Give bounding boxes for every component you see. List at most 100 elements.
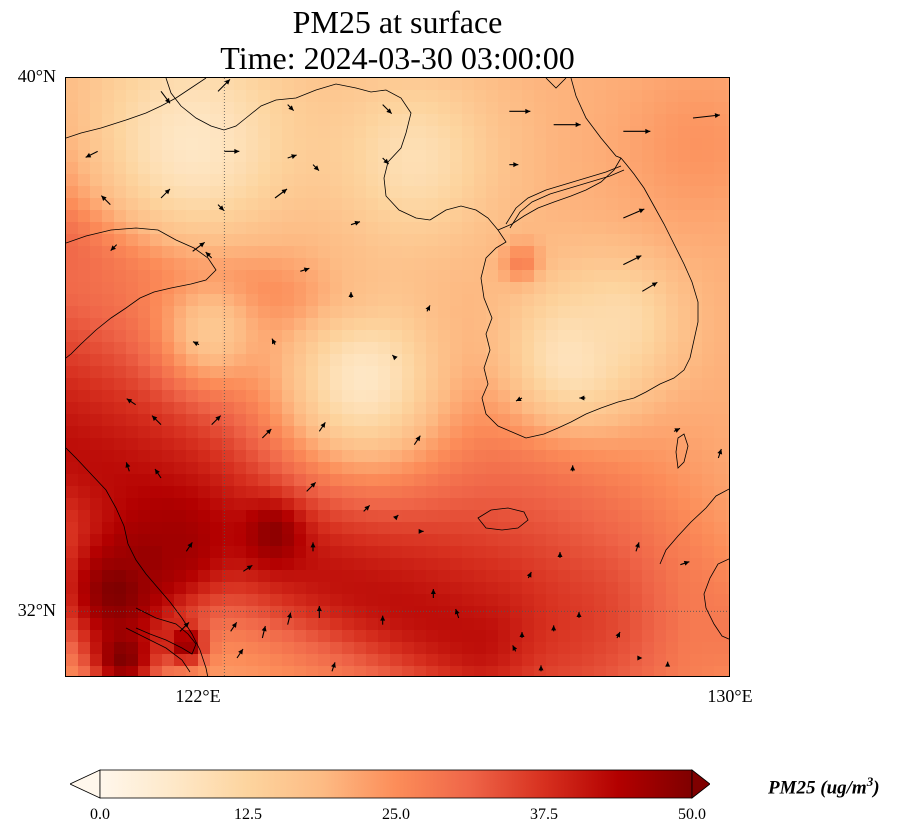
pm25-cell	[330, 486, 343, 499]
pm25-cell	[330, 450, 343, 463]
pm25-cell	[414, 318, 427, 331]
pm25-cell	[486, 330, 499, 343]
pm25-cell	[462, 570, 475, 583]
pm25-cell	[714, 282, 727, 295]
pm25-cell	[66, 102, 79, 115]
pm25-cell	[522, 402, 535, 415]
colorbar-label-close: )	[873, 777, 880, 799]
pm25-cell	[726, 366, 729, 379]
pm25-cell	[114, 534, 127, 547]
pm25-cell	[234, 558, 247, 571]
pm25-cell	[558, 414, 571, 427]
pm25-cell	[90, 366, 103, 379]
pm25-cell	[594, 186, 607, 199]
pm25-cell	[102, 546, 115, 559]
pm25-cell	[342, 318, 355, 331]
pm25-cell	[618, 222, 631, 235]
pm25-cell	[426, 606, 439, 619]
pm25-cell	[690, 270, 703, 283]
pm25-cell	[174, 114, 187, 127]
pm25-cell	[618, 654, 631, 667]
pm25-cell	[138, 474, 151, 487]
pm25-cell	[282, 414, 295, 427]
pm25-cell	[378, 198, 391, 211]
pm25-cell	[714, 546, 727, 559]
pm25-cell	[678, 138, 691, 151]
pm25-cell	[330, 318, 343, 331]
pm25-cell	[558, 402, 571, 415]
pm25-cell	[546, 606, 559, 619]
pm25-cell	[174, 270, 187, 283]
pm25-cell	[78, 666, 91, 676]
pm25-cell	[414, 402, 427, 415]
pm25-cell	[234, 510, 247, 523]
pm25-cell	[714, 102, 727, 115]
pm25-cell	[702, 366, 715, 379]
pm25-cell	[270, 270, 283, 283]
pm25-cell	[390, 78, 403, 91]
pm25-cell	[690, 330, 703, 343]
pm25-cell	[582, 294, 595, 307]
pm25-cell	[294, 366, 307, 379]
pm25-cell	[714, 198, 727, 211]
pm25-cell	[654, 618, 667, 631]
pm25-cell	[198, 366, 211, 379]
pm25-cell	[414, 558, 427, 571]
pm25-cell	[282, 78, 295, 91]
pm25-cell	[438, 630, 451, 643]
pm25-cell	[690, 126, 703, 139]
pm25-cell	[294, 162, 307, 175]
pm25-cell	[462, 534, 475, 547]
pm25-cell	[282, 318, 295, 331]
pm25-cell	[390, 606, 403, 619]
pm25-cell	[294, 546, 307, 559]
pm25-cell	[390, 426, 403, 439]
pm25-cell	[174, 522, 187, 535]
pm25-cell	[234, 222, 247, 235]
pm25-cell	[78, 474, 91, 487]
pm25-cell	[690, 594, 703, 607]
pm25-cell	[666, 294, 679, 307]
pm25-cell	[498, 198, 511, 211]
pm25-cell	[186, 618, 199, 631]
pm25-cell	[462, 342, 475, 355]
pm25-cell	[198, 642, 211, 655]
pm25-cell	[342, 474, 355, 487]
pm25-cell	[462, 462, 475, 475]
pm25-cell	[246, 426, 259, 439]
pm25-cell	[246, 450, 259, 463]
pm25-cell	[666, 186, 679, 199]
pm25-cell	[402, 534, 415, 547]
pm25-cell	[366, 210, 379, 223]
pm25-cell	[66, 642, 79, 655]
pm25-cell	[186, 366, 199, 379]
pm25-cell	[378, 258, 391, 271]
wind-arrow	[515, 396, 523, 402]
pm25-cell	[642, 582, 655, 595]
pm25-cell	[102, 258, 115, 271]
pm25-cell	[90, 402, 103, 415]
pm25-cell	[198, 426, 211, 439]
pm25-cell	[210, 666, 223, 676]
pm25-cell	[678, 414, 691, 427]
pm25-cell	[474, 222, 487, 235]
pm25-cell	[546, 654, 559, 667]
wind-arrow	[85, 150, 98, 158]
pm25-cell	[366, 582, 379, 595]
pm25-cell	[510, 330, 523, 343]
pm25-cell	[258, 294, 271, 307]
pm25-cell	[450, 402, 463, 415]
pm25-cell	[522, 162, 535, 175]
pm25-cell	[198, 294, 211, 307]
pm25-cell	[426, 210, 439, 223]
pm25-cell	[330, 582, 343, 595]
pm25-cell	[330, 522, 343, 535]
pm25-cell	[678, 330, 691, 343]
pm25-cell	[198, 402, 211, 415]
pm25-cell	[282, 534, 295, 547]
pm25-cell	[642, 666, 655, 676]
pm25-cell	[186, 234, 199, 247]
pm25-cell	[690, 462, 703, 475]
pm25-cell	[402, 234, 415, 247]
pm25-cell	[666, 570, 679, 583]
